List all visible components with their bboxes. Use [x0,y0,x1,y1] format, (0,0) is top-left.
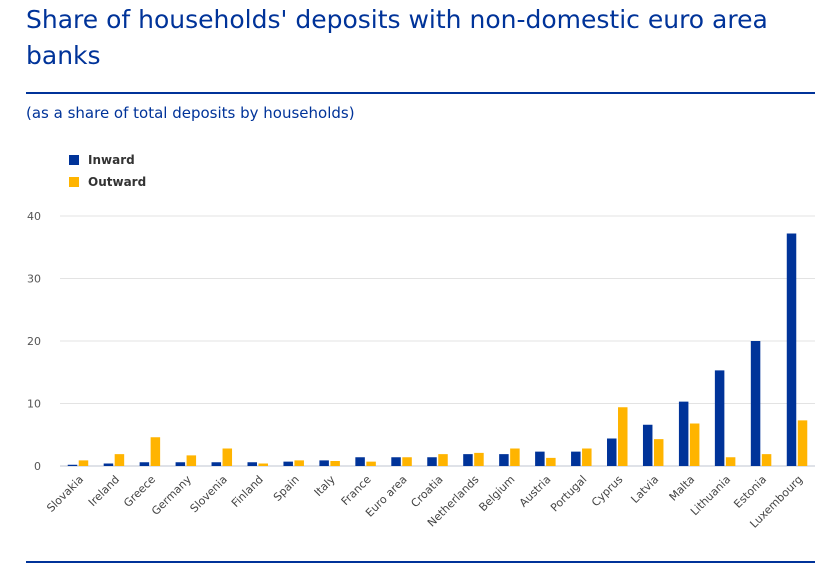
bar-inward-slovenia[interactable] [211,462,222,466]
bar-outward-spain[interactable] [294,460,304,467]
bar-outward-latvia[interactable] [653,439,664,467]
x-tick-label-portugal: Portugal [548,473,589,514]
x-tick-label-slovakia: Slovakia [44,473,86,515]
x-tick-label-cyprus: Cyprus [589,473,626,510]
y-tick-label-10: 10 [27,398,41,411]
bar-outward-euro-area[interactable] [402,457,412,466]
legend-swatch-inward[interactable] [69,155,79,165]
bar-outward-estonia[interactable] [761,454,772,467]
x-axis: Slovakia Ireland GreeceGermanySloveniaFinl… [44,473,805,531]
legend: Inward Outward [69,153,146,189]
bar-inward-malta[interactable] [678,401,689,467]
bar-inward-estonia[interactable] [750,341,761,466]
bar-outward-croatia[interactable] [438,454,448,467]
bar-inward-ireland[interactable] [103,463,114,467]
legend-label-inward[interactable]: Inward [88,153,135,167]
bar-inward-lithuania[interactable] [714,370,725,467]
bar-inward-italy[interactable] [319,460,329,467]
bar-outward-ireland[interactable] [114,454,125,467]
bar-inward-latvia[interactable] [642,424,653,466]
bar-inward-luxembourg[interactable] [786,233,797,467]
y-tick-label-30: 30 [27,273,41,286]
bar-inward-cyprus[interactable] [607,438,617,467]
bar-outward-luxembourg[interactable] [797,420,808,467]
bar-inward-finland[interactable] [247,462,257,466]
gridlines [60,215,815,467]
bar-outward-france[interactable] [366,461,376,467]
bar-outward-finland[interactable] [258,463,268,467]
bar-inward-slovakia[interactable] [67,464,78,466]
bar-outward-slovakia[interactable] [78,460,89,467]
y-tick-label-20: 20 [27,335,41,348]
bar-inward-portugal[interactable] [571,451,581,467]
bar-inward-germany[interactable] [175,462,186,466]
x-tick-label-malta: Malta [667,473,698,504]
bar-inward-austria[interactable] [535,451,545,467]
bar-inward-france[interactable] [355,457,365,466]
bar-outward-belgium[interactable] [510,448,520,467]
bar-outward-greece[interactable] [150,437,161,466]
x-tick-label-finland: Finland [229,473,266,510]
x-tick-label-germany: Germany [149,473,194,518]
x-tick-label-slovenia: Slovenia [188,473,230,515]
chart-title: Share of households' deposits with non-d… [26,5,768,70]
bars [67,233,808,467]
chart-subtitle: (as a share of total deposits by househo… [26,104,355,122]
bar-outward-portugal[interactable] [582,448,592,467]
bar-inward-belgium[interactable] [499,454,509,467]
bar-outward-austria[interactable] [546,457,556,467]
x-tick-label-ireland: Ireland [86,473,122,509]
x-tick-label-latvia: Latvia [628,473,661,506]
bottom-divider [26,561,815,563]
y-tick-label-40: 40 [27,210,41,223]
bar-outward-lithuania[interactable] [725,457,736,466]
legend-swatch-outward[interactable] [69,177,79,187]
bar-outward-cyprus[interactable] [618,407,628,466]
x-tick-label-belgium: Belgium [476,473,517,514]
x-tick-label-italy: Italy [312,473,338,499]
y-tick-label-0: 0 [34,460,41,473]
bar-outward-slovenia[interactable] [222,448,233,467]
x-tick-label-france: France [339,473,374,508]
bar-outward-italy[interactable] [330,461,340,466]
x-tick-label-spain: Spain [271,473,302,504]
top-divider [26,92,815,94]
bar-inward-croatia[interactable] [427,457,437,466]
bar-inward-netherlands[interactable] [463,454,473,467]
bar-outward-netherlands[interactable] [474,452,484,467]
bar-outward-germany[interactable] [186,455,197,467]
y-axis: 0 10 20 30 40 [27,210,41,473]
bar-inward-greece[interactable] [139,462,150,466]
bar-outward-malta[interactable] [689,423,700,467]
bar-inward-euro-area[interactable] [391,457,401,466]
legend-label-outward[interactable]: Outward [88,175,146,189]
bar-inward-spain[interactable] [283,461,293,467]
